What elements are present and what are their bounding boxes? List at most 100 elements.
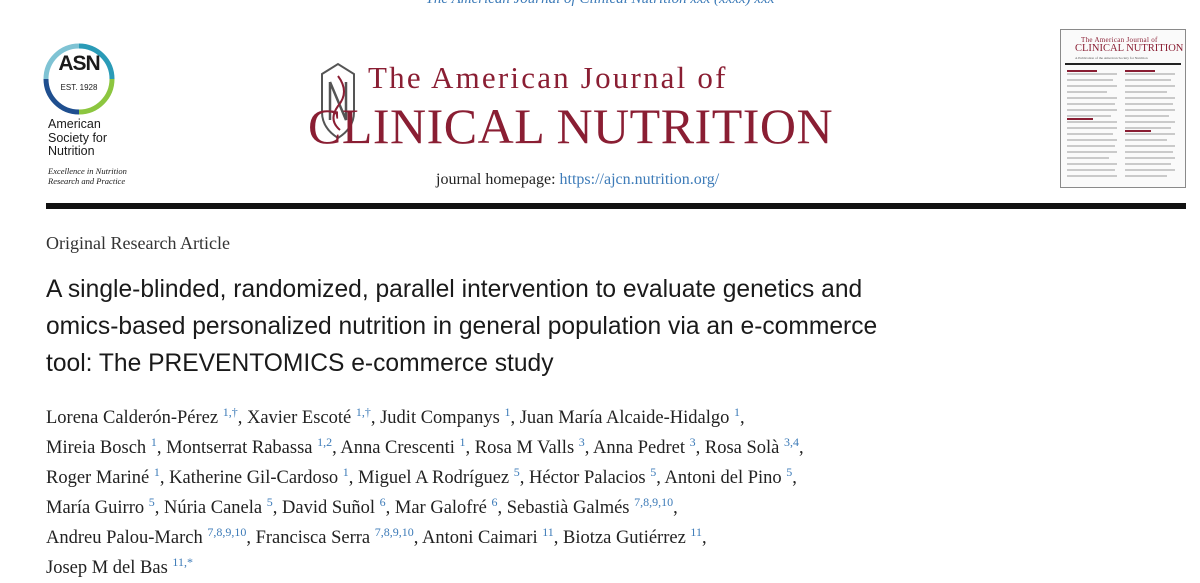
author-affiliation[interactable]: 7,8,9,10 bbox=[374, 525, 414, 539]
author-line: María Guirro 5, Núria Canela 5, David Su… bbox=[46, 495, 678, 518]
author-affiliation[interactable]: 1 bbox=[153, 465, 160, 479]
author[interactable]: Héctor Palacios 5 bbox=[529, 465, 657, 488]
author-affiliation[interactable]: 1,† bbox=[355, 405, 371, 419]
title-line: A single-blinded, randomized, parallel i… bbox=[46, 276, 863, 303]
author-affiliation[interactable]: 11,* bbox=[172, 555, 193, 569]
masthead-rule bbox=[46, 203, 1186, 209]
homepage-link[interactable]: https://ajcn.nutrition.org/ bbox=[559, 171, 720, 188]
author-affiliation[interactable]: 6 bbox=[491, 495, 498, 509]
author[interactable]: Antoni del Pino 5 bbox=[664, 465, 793, 488]
author-affiliation[interactable]: 3 bbox=[578, 435, 585, 449]
author-line: Roger Mariné 1, Katherine Gil-Cardoso 1,… bbox=[46, 465, 797, 488]
author[interactable]: Miguel A Rodríguez 5 bbox=[358, 465, 520, 488]
journal-monogram-icon bbox=[321, 62, 355, 140]
author-name: Antoni del Pino bbox=[664, 468, 782, 488]
author-name: Rosa M Valls bbox=[474, 438, 575, 458]
author-affiliation[interactable]: 1 bbox=[459, 435, 466, 449]
author[interactable]: María Guirro 5 bbox=[46, 495, 155, 518]
author-affiliation[interactable]: 5 bbox=[513, 465, 520, 479]
author[interactable]: Andreu Palou-March 7,8,9,10 bbox=[46, 525, 247, 548]
author-affiliation[interactable]: 1,† bbox=[222, 405, 238, 419]
author-name: Katherine Gil-Cardoso bbox=[169, 468, 339, 488]
author-name: Montserrat Rabassa bbox=[166, 438, 313, 458]
author[interactable]: Antoni Caimari 11 bbox=[421, 525, 554, 548]
author-affiliation[interactable]: 1 bbox=[150, 435, 157, 449]
author-affiliation[interactable]: 1,2 bbox=[317, 435, 333, 449]
author[interactable]: Anna Pedret 3 bbox=[593, 435, 696, 458]
author[interactable]: Xavier Escoté 1,† bbox=[246, 405, 371, 428]
journal-title-line2: CLINICAL NUTRITION bbox=[308, 98, 834, 154]
author[interactable]: Francisca Serra 7,8,9,10 bbox=[255, 525, 414, 548]
author-affiliation[interactable]: 6 bbox=[379, 495, 386, 509]
article-title: A single-blinded, randomized, parallel i… bbox=[46, 271, 1166, 382]
journal-cover-thumbnail[interactable]: The American Journal of CLINICAL NUTRITI… bbox=[1060, 29, 1186, 188]
title-line: omics-based personalized nutrition in ge… bbox=[46, 313, 878, 340]
author[interactable]: Roger Mariné 1 bbox=[46, 465, 160, 488]
author-name: Josep M del Bas bbox=[46, 558, 168, 578]
author[interactable]: Sebastià Galmés 7,8,9,10 bbox=[506, 495, 674, 518]
author[interactable]: Mar Galofré 6 bbox=[394, 495, 498, 518]
author-affiliation[interactable]: 7,8,9,10 bbox=[207, 525, 247, 539]
asn-abbr: ASN bbox=[58, 52, 100, 75]
author-line: Andreu Palou-March 7,8,9,10, Francisca S… bbox=[46, 525, 707, 548]
author[interactable]: Mireia Bosch 1 bbox=[46, 435, 157, 458]
author[interactable]: Montserrat Rabassa 1,2 bbox=[166, 435, 333, 458]
author-name: María Guirro bbox=[46, 498, 145, 518]
cover-rule bbox=[1065, 63, 1181, 65]
author-affiliation[interactable]: 5 bbox=[266, 495, 273, 509]
author-affiliation[interactable]: 3 bbox=[689, 435, 696, 449]
author-affiliation[interactable]: 1 bbox=[733, 405, 740, 419]
cover-title1: The American Journal of bbox=[1081, 36, 1158, 44]
author-name: Miguel A Rodríguez bbox=[358, 468, 510, 488]
homepage-label: journal homepage: bbox=[436, 171, 556, 188]
asn-logo: ASN EST. 1928 American Society for Nutri… bbox=[42, 42, 142, 212]
author-name: Héctor Palacios bbox=[529, 468, 646, 488]
author[interactable]: David Suñol 6 bbox=[282, 495, 386, 518]
author-name: Andreu Palou-March bbox=[46, 528, 203, 548]
author-affiliation[interactable]: 5 bbox=[148, 495, 155, 509]
author-name: Anna Crescenti bbox=[340, 438, 455, 458]
author-name: David Suñol bbox=[282, 498, 376, 518]
asn-ring-icon bbox=[43, 43, 115, 115]
author[interactable]: Biotza Gutiérrez 11 bbox=[563, 525, 702, 548]
author-name: Sebastià Galmés bbox=[506, 498, 630, 518]
author-name: Xavier Escoté bbox=[246, 408, 352, 428]
author-affiliation[interactable]: 3,4 bbox=[784, 435, 799, 449]
author-affiliation[interactable]: 5 bbox=[650, 465, 657, 479]
author[interactable]: Judit Companys 1 bbox=[380, 405, 511, 428]
author[interactable]: Josep M del Bas 11,* bbox=[46, 555, 193, 578]
author[interactable]: Núria Canela 5 bbox=[164, 495, 273, 518]
author-affiliation[interactable]: 7,8,9,10 bbox=[634, 495, 674, 509]
author-name: Rosa Solà bbox=[704, 438, 780, 458]
author-name: Roger Mariné bbox=[46, 468, 150, 488]
author-affiliation[interactable]: 11 bbox=[542, 525, 554, 539]
author-affiliation[interactable]: 5 bbox=[786, 465, 793, 479]
author[interactable]: Rosa M Valls 3 bbox=[474, 435, 585, 458]
author[interactable]: Rosa Solà 3,4 bbox=[704, 435, 799, 458]
author[interactable]: Katherine Gil-Cardoso 1 bbox=[169, 465, 349, 488]
author-name: Biotza Gutiérrez bbox=[563, 528, 686, 548]
cover-subtitle: A Publication of the American Society fo… bbox=[1075, 56, 1148, 60]
author-line: Mireia Bosch 1, Montserrat Rabassa 1,2, … bbox=[46, 435, 804, 458]
author[interactable]: Lorena Calderón-Pérez 1,† bbox=[46, 405, 238, 428]
author-line: Josep M del Bas 11,* bbox=[46, 553, 1186, 583]
journal-title-line1: The American Journal of bbox=[368, 60, 728, 95]
title-line: tool: The PREVENTOMICS e-commerce study bbox=[46, 350, 554, 377]
author-line: Lorena Calderón-Pérez 1,†, Xavier Escoté… bbox=[46, 405, 745, 428]
asn-tagline: Excellence in Nutrition Research and Pra… bbox=[48, 166, 127, 186]
journal-homepage: journal homepage: https://ajcn.nutrition… bbox=[436, 171, 719, 189]
author[interactable]: Anna Crescenti 1 bbox=[340, 435, 466, 458]
author-name: Judit Companys bbox=[380, 408, 500, 428]
author-affiliation[interactable]: 1 bbox=[342, 465, 349, 479]
author-name: Antoni Caimari bbox=[421, 528, 538, 548]
article-type: Original Research Article bbox=[46, 233, 230, 253]
author-name: Lorena Calderón-Pérez bbox=[46, 408, 219, 428]
author-name: Francisca Serra bbox=[255, 528, 371, 548]
author[interactable]: Juan María Alcaide-Hidalgo 1 bbox=[519, 405, 740, 428]
author-name: Mar Galofré bbox=[394, 498, 487, 518]
author-affiliation[interactable]: 11 bbox=[690, 525, 702, 539]
author-name: Juan María Alcaide-Hidalgo bbox=[519, 408, 730, 428]
author-name: Mireia Bosch bbox=[46, 438, 147, 458]
cover-title2: CLINICAL NUTRITION bbox=[1075, 43, 1184, 54]
author-affiliation[interactable]: 1 bbox=[504, 405, 511, 419]
